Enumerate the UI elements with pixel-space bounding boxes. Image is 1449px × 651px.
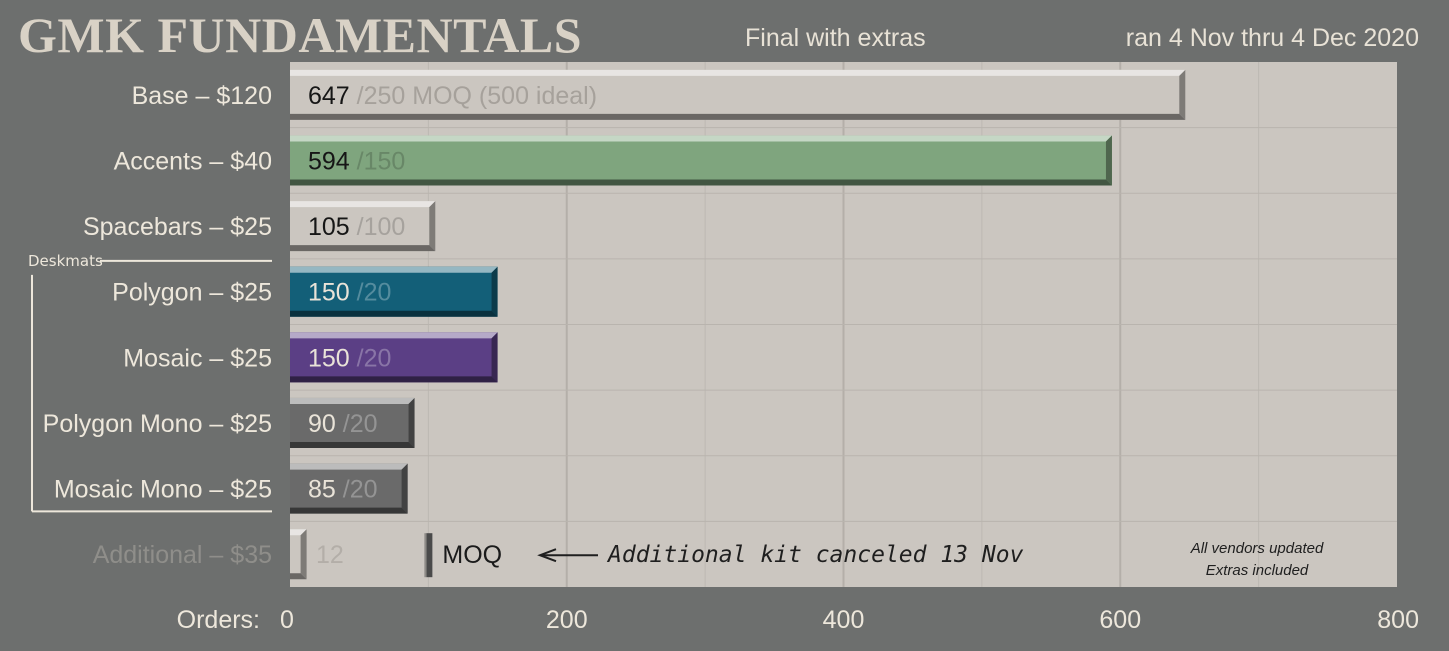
bar-value-label: 647 /250 MOQ (500 ideal): [308, 82, 597, 110]
bar-bevel-top: [290, 201, 436, 208]
bar-value-label: 150 /20: [308, 279, 391, 307]
category-label: Mosaic – $25: [123, 344, 272, 372]
bar: [290, 69, 1186, 120]
bar: [290, 201, 436, 252]
bar: [290, 397, 415, 448]
bar-bevel-top: [290, 397, 415, 404]
x-tick-label: 800: [1377, 606, 1419, 634]
bar-value-label: 105 /100: [308, 213, 405, 241]
run-dates: ran 4 Nov thru 4 Dec 2020: [1125, 24, 1419, 52]
bar-body: [290, 463, 408, 514]
category-label: Polygon Mono – $25: [43, 410, 272, 438]
bar-body: [290, 135, 1112, 186]
bar-bevel-right: [1179, 69, 1186, 120]
bar-body: [290, 69, 1186, 120]
bar: [290, 332, 498, 383]
moq-marker: [426, 533, 433, 578]
x-axis-label: Orders:: [177, 606, 260, 634]
bar-bevel-bottom: [290, 507, 408, 514]
bar-bevel-right: [491, 332, 498, 383]
moq-marker-label: MOQ: [442, 541, 502, 569]
chart-title: GMK FUNDAMENTALS: [18, 7, 583, 63]
bar-bevel-top: [290, 529, 307, 536]
bar-bevel-right: [300, 529, 307, 580]
bar-bevel-top: [290, 135, 1112, 142]
category-label: Spacebars – $25: [83, 213, 272, 241]
bar: [290, 135, 1112, 186]
bar-bevel-right: [408, 397, 415, 448]
vendor-note-line: Extras included: [1206, 562, 1309, 579]
annotation-arrowhead: [537, 548, 557, 563]
bar-bevel-right: [1105, 135, 1112, 186]
annotation-text: Additional kit canceled 13 Nov: [606, 542, 1024, 568]
x-tick-label: 0: [280, 606, 294, 634]
bar-bevel-right: [429, 201, 436, 252]
bar-bevel-bottom: [290, 310, 498, 317]
bar: [290, 463, 408, 514]
bar-body: [290, 266, 498, 317]
bar-bevel-bottom: [290, 245, 436, 252]
bar: [290, 266, 498, 317]
category-label: Accents – $40: [114, 147, 272, 175]
bar: [290, 529, 307, 580]
bar-bevel-right: [401, 463, 408, 514]
bar-value-label: 85 /20: [308, 476, 378, 504]
bar-bevel-top: [290, 69, 1186, 76]
bar-bevel-bottom: [290, 179, 1112, 186]
bar-bevel-top: [290, 266, 498, 273]
category-label: Additional – $35: [93, 541, 272, 569]
bar-value-label: 90 /20: [308, 410, 378, 438]
category-label: Base – $120: [132, 82, 272, 110]
moq-marker-edge: [424, 533, 427, 578]
bar-bevel-bottom: [290, 441, 415, 448]
x-tick-label: 600: [1099, 606, 1141, 634]
bar-body: [290, 397, 415, 448]
chart-subtitle: Final with extras: [745, 24, 926, 52]
x-tick-label: 400: [823, 606, 865, 634]
bar-body: [290, 201, 436, 252]
bar-bevel-bottom: [290, 113, 1186, 120]
bar-bevel-top: [290, 332, 498, 339]
bar-value-label: 150 /20: [308, 344, 391, 372]
bar-bevel-bottom: [290, 376, 498, 383]
bar-bevel-bottom: [290, 573, 307, 580]
bar-value-label: 12: [316, 541, 344, 569]
vendor-note-line: All vendors updated: [1190, 540, 1324, 557]
x-tick-label: 200: [546, 606, 588, 634]
bar-value-label: 594 /150: [308, 147, 405, 175]
bar-bevel-top: [290, 463, 408, 470]
bar-body: [290, 332, 498, 383]
group-label: Deskmats: [28, 252, 103, 270]
bar-bevel-right: [491, 266, 498, 317]
category-label: Mosaic Mono – $25: [54, 476, 272, 504]
category-label: Polygon – $25: [112, 279, 272, 307]
